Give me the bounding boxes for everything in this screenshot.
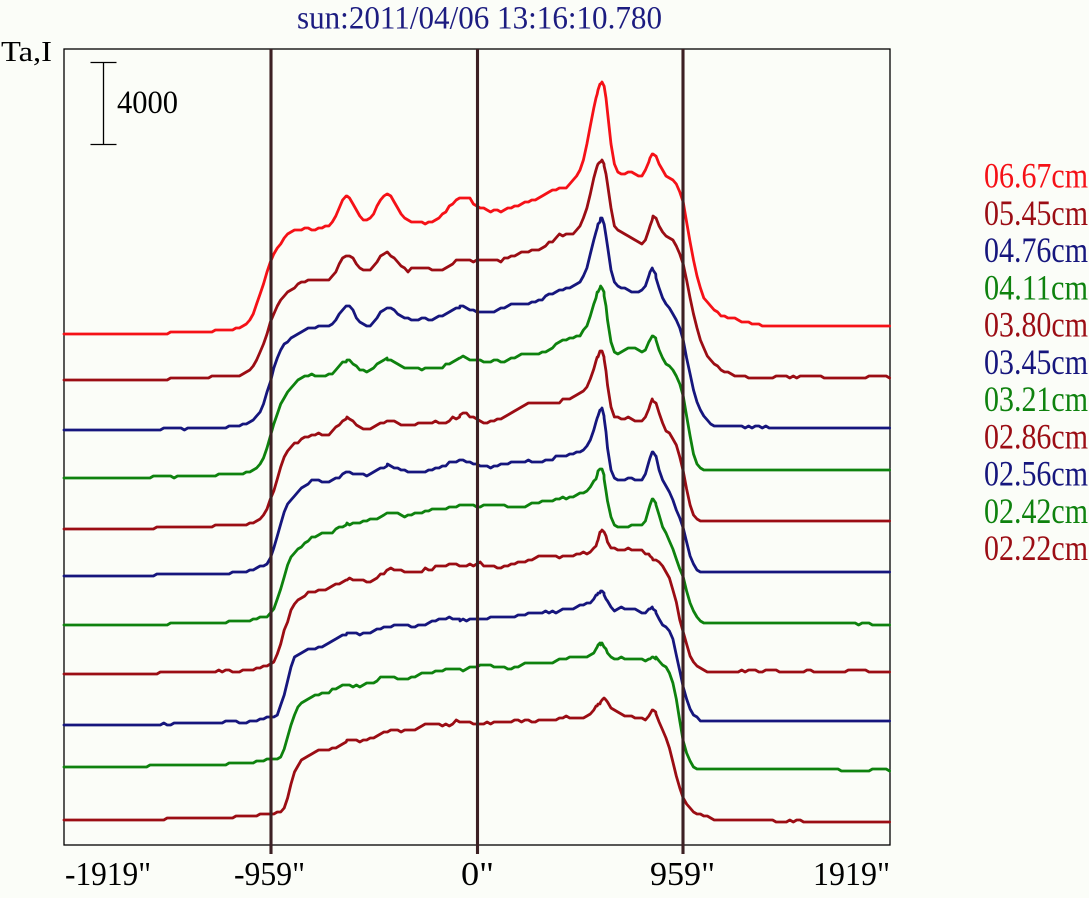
svg-text:06.67cm: 06.67cm	[984, 156, 1088, 196]
svg-text:04.11cm: 04.11cm	[984, 267, 1088, 307]
svg-text:05.45cm: 05.45cm	[984, 193, 1088, 233]
svg-text:4000: 4000	[117, 85, 178, 121]
svg-text:-1919": -1919"	[65, 856, 151, 893]
svg-text:02.56cm: 02.56cm	[984, 454, 1088, 494]
svg-text:03.45cm: 03.45cm	[984, 342, 1088, 382]
svg-text:04.76cm: 04.76cm	[984, 230, 1088, 270]
svg-text:Ta,I: Ta,I	[1, 37, 52, 68]
svg-text:1919": 1919"	[813, 856, 890, 893]
svg-text:959": 959"	[650, 856, 715, 893]
svg-text:03.21cm: 03.21cm	[984, 379, 1088, 419]
svg-text:02.22cm: 02.22cm	[984, 528, 1088, 568]
svg-text:02.42cm: 02.42cm	[984, 491, 1088, 531]
svg-text:0": 0"	[461, 856, 494, 893]
svg-text:sun:2011/04/06 13:16:10.780: sun:2011/04/06 13:16:10.780	[297, 1, 662, 37]
svg-text:03.80cm: 03.80cm	[984, 305, 1088, 345]
svg-text:-959": -959"	[234, 856, 305, 893]
svg-text:02.86cm: 02.86cm	[984, 416, 1088, 456]
